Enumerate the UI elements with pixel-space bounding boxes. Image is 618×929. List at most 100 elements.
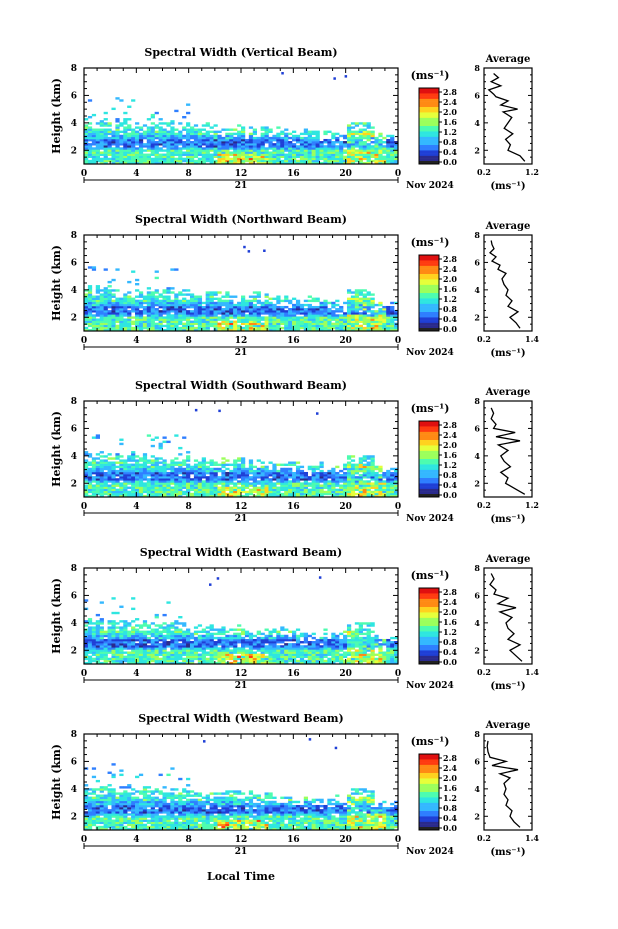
- heatmap-cell: [146, 314, 152, 317]
- heatmap-cell: [362, 161, 367, 165]
- heatmap-cell: [166, 301, 171, 305]
- heatmap-cell: [295, 145, 301, 148]
- heatmap-cell: [323, 157, 328, 161]
- heatmap-cell: [174, 480, 179, 483]
- heatmap-cell: [295, 322, 301, 326]
- heatmap-cell: [186, 151, 191, 154]
- heatmap-cell: [237, 465, 242, 469]
- heatmap-cell: [370, 316, 375, 319]
- heatmap-cell: [311, 318, 316, 321]
- heatmap-cell: [131, 322, 136, 326]
- heatmap-cell: [91, 136, 97, 140]
- heatmap-cell: [162, 310, 167, 313]
- heatmap-cell: [91, 649, 97, 652]
- heatmap-cell: [343, 157, 348, 161]
- heatmap-cell: [288, 147, 293, 150]
- heatmap-cell: [119, 490, 124, 494]
- heatmap-cell: [142, 490, 148, 494]
- heatmap-cell: [150, 324, 155, 328]
- heatmap-cell: [178, 312, 183, 315]
- heatmap-cell: [170, 308, 175, 311]
- heatmap-cell: [154, 478, 159, 481]
- heatmap-cell: [186, 653, 191, 656]
- heatmap-cell: [123, 461, 128, 464]
- average-title: Average: [485, 54, 531, 65]
- heatmap-cell: [280, 463, 285, 466]
- heatmap-cell: [237, 132, 242, 136]
- heatmap-cell: [123, 122, 128, 125]
- heatmap-cell: [241, 320, 246, 323]
- heatmap-cell: [319, 151, 324, 154]
- heatmap-cell: [111, 461, 116, 464]
- heatmap-cell: [315, 478, 320, 481]
- heatmap-cell: [135, 322, 140, 326]
- heatmap-cell: [358, 326, 363, 330]
- heatmap-field: [84, 245, 399, 332]
- heatmap-cell: [225, 128, 230, 131]
- heatmap-cell: [111, 295, 116, 298]
- heatmap-cell: [146, 295, 152, 298]
- heatmap-cell: [166, 147, 171, 150]
- heatmap-cell: [390, 316, 395, 319]
- heatmap-cell: [127, 638, 132, 642]
- heatmap-cell: [201, 467, 206, 471]
- heatmap-cell: [272, 147, 277, 150]
- heatmap-cell: [127, 486, 132, 489]
- heatmap-cell: [189, 143, 195, 146]
- heatmap-cell: [374, 155, 379, 159]
- heatmap-cell: [213, 314, 218, 317]
- heatmap-cell: [162, 155, 167, 159]
- heatmap-cell: [378, 308, 383, 311]
- heatmap-cell: [323, 161, 328, 165]
- heatmap-cell: [292, 482, 297, 485]
- heatmap-cell: [84, 490, 89, 494]
- heatmap-cell: [362, 310, 367, 313]
- heatmap-cell: [131, 310, 136, 313]
- heatmap-cell: [346, 478, 352, 481]
- heatmap-cell: [237, 130, 242, 133]
- heatmap-cell: [174, 295, 179, 298]
- heatmap-cell: [197, 308, 203, 311]
- heatmap-cell: [135, 136, 140, 140]
- heatmap-cell: [99, 478, 104, 481]
- heatmap-cell: [311, 324, 316, 328]
- heatmap-cell: [264, 151, 269, 154]
- heatmap-cell: [354, 488, 360, 492]
- heatmap-cell: [315, 316, 320, 319]
- heatmap-cell: [233, 303, 238, 307]
- heatmap-cell: [394, 478, 399, 481]
- heatmap-cell: [394, 301, 399, 305]
- heatmap-cell: [284, 149, 289, 152]
- heatmap-cell: [150, 628, 155, 631]
- heatmap-cell: [103, 299, 108, 303]
- heatmap-cell: [241, 141, 246, 144]
- heatmap-cell: [209, 651, 214, 654]
- heatmap-cell: [162, 643, 167, 646]
- heatmap-cell: [154, 316, 159, 319]
- heatmap-cell: [186, 628, 191, 631]
- heatmap-cell: [154, 641, 159, 644]
- heatmap-cell: [378, 147, 383, 150]
- heatmap-cell: [127, 632, 132, 636]
- heatmap-cell: [362, 484, 367, 487]
- heatmap-cell: [323, 141, 328, 144]
- heatmap-cell: [103, 328, 108, 332]
- heatmap-cell: [264, 157, 269, 161]
- heatmap-cell: [146, 138, 152, 142]
- heatmap-cell: [237, 474, 242, 477]
- heatmap-cell: [390, 488, 395, 492]
- heatmap-cell: [339, 145, 344, 148]
- heatmap-cell: [123, 305, 128, 309]
- heatmap-cell: [107, 457, 112, 460]
- heatmap-cell: [237, 143, 242, 146]
- heatmap-cell: [331, 324, 336, 328]
- heatmap-cell: [150, 161, 155, 165]
- heatmap-cell: [248, 308, 254, 311]
- heatmap-cell: [205, 124, 210, 127]
- heatmap-cell: [186, 634, 191, 638]
- heatmap-cell: [229, 312, 234, 315]
- heatmap-cell: [182, 318, 187, 321]
- heatmap-cell: [174, 145, 179, 148]
- heatmap-cell: [95, 641, 100, 644]
- heatmap-cell: [256, 299, 261, 303]
